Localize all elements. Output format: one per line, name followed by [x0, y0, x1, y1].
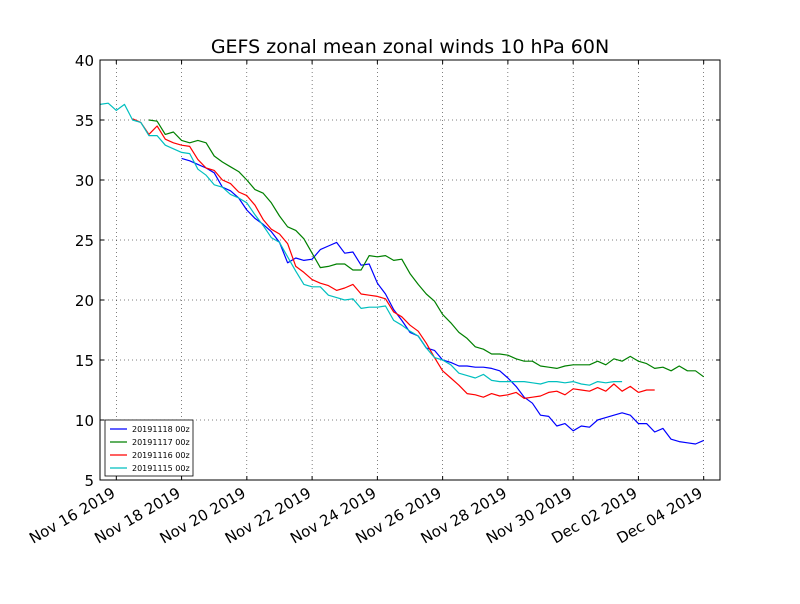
series-line-20191118-00z [181, 157, 704, 445]
y-tick-label: 15 [75, 352, 94, 370]
legend-label: 20191116 00z [132, 451, 190, 460]
legend-label: 20191117 00z [132, 438, 190, 447]
legend-label: 20191115 00z [132, 464, 190, 473]
y-tick-label: 20 [75, 292, 94, 310]
y-tick-label: 5 [84, 472, 94, 490]
plot-frame [99, 59, 721, 481]
series-line-20191117-00z [148, 119, 705, 378]
y-tick-label: 40 [75, 52, 94, 70]
chart-title: GEFS zonal mean zonal winds 10 hPa 60N [211, 36, 609, 58]
y-tick-label: 30 [75, 172, 94, 190]
grid-lines [100, 60, 720, 480]
legend-box [104, 419, 194, 477]
y-tick-label: 10 [75, 412, 94, 430]
series-layer [99, 102, 705, 445]
y-tick-label: 25 [75, 232, 94, 250]
legend: 20191118 00z 20191117 00z 20191116 00z 2019… [104, 419, 194, 477]
y-tick-label: 35 [75, 112, 94, 130]
series-line-20191115-00z [99, 102, 623, 386]
series-line-20191116-00z [132, 118, 655, 399]
legend-label: 20191118 00z [132, 425, 190, 434]
